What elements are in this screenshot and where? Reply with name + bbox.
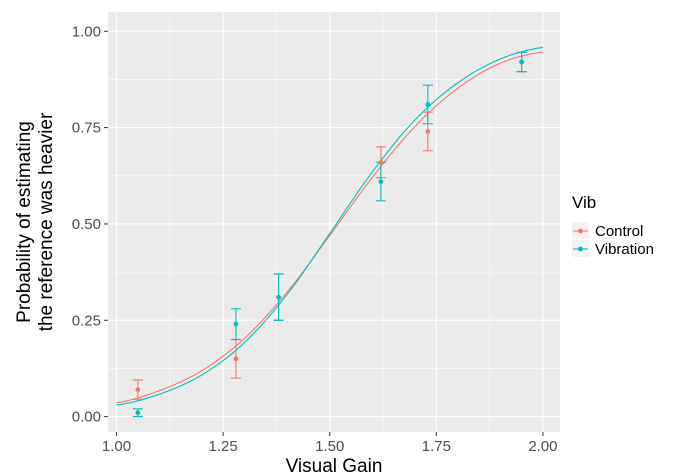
legend-key-point-vibration: [578, 246, 583, 252]
grid-major: [108, 12, 560, 432]
y-axis-title-line-1: Probability of estimating: [14, 121, 35, 323]
data-point-vibration: [425, 102, 431, 107]
data-point-control: [425, 129, 431, 134]
legend-label-vibration: Vibration: [595, 241, 654, 258]
y-axis-title: Probability of estimating the reference …: [14, 112, 57, 331]
x-tick-label: 2.00: [528, 438, 557, 455]
fit-curves: [116, 46, 544, 406]
y-tick-label: 1.00: [72, 23, 101, 40]
grid-minor: [108, 12, 560, 432]
legend-title: Vib: [572, 193, 596, 212]
data-point-control: [378, 159, 384, 165]
x-tick-label: 1.75: [422, 438, 451, 455]
fit-curve-control: [116, 51, 544, 404]
data-point-vibration: [135, 410, 141, 416]
data-point-control: [135, 387, 141, 393]
x-axis: 1.00 1.25 1.50 1.75 2.00: [102, 432, 558, 455]
x-tick-label: 1.25: [209, 438, 238, 455]
x-tick-label: 1.50: [315, 438, 344, 455]
data-point-vibration: [276, 294, 281, 300]
y-tick-label: 0.75: [72, 120, 101, 137]
x-tick-label: 1.00: [102, 438, 131, 455]
y-tick-label: 0.25: [72, 312, 101, 329]
legend-label-control: Control: [595, 223, 643, 240]
data-points: [135, 59, 525, 416]
data-point-vibration: [378, 179, 384, 184]
data-point-vibration: [233, 321, 239, 327]
fit-curve-vibration: [116, 46, 544, 406]
data-point-control: [233, 356, 239, 362]
y-tick-label: 0.00: [72, 409, 101, 426]
x-axis-title: Visual Gain: [286, 456, 383, 476]
y-axis-title-line-2: the reference was heavier: [36, 112, 57, 331]
y-tick-label: 0.50: [72, 216, 101, 233]
data-point-vibration: [519, 59, 525, 65]
plot-panel: [108, 12, 560, 432]
y-axis: 0.00 0.25 0.50 0.75 1.00: [72, 23, 108, 426]
legend-key-point-control: [578, 228, 583, 234]
